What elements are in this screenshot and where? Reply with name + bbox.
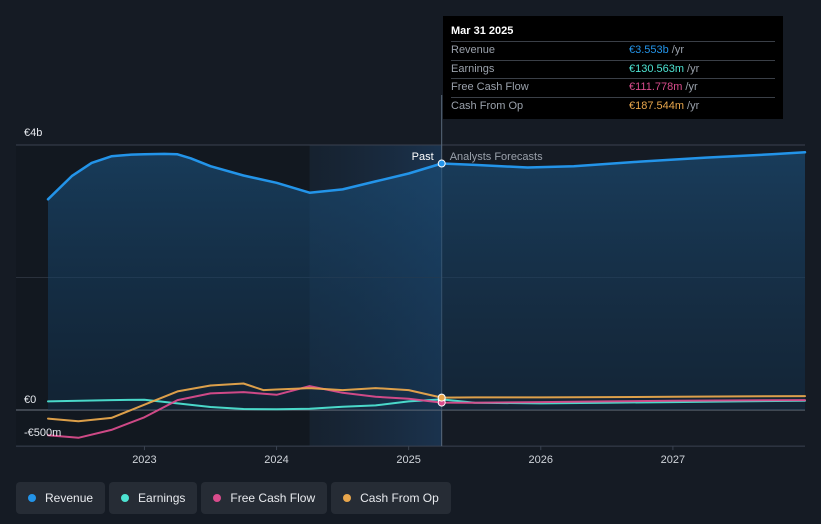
tooltip-row-label: Revenue xyxy=(451,44,496,56)
x-tick-label: 2024 xyxy=(264,454,288,466)
tooltip-row-label: Free Cash Flow xyxy=(451,81,529,93)
series-line-cash-from-op xyxy=(47,382,806,423)
tooltip: Mar 31 2025 Revenue €3.553b /yr Earnings… xyxy=(443,16,783,119)
tooltip-row-unit: /yr xyxy=(687,62,700,75)
series-line-free-cash-flow xyxy=(47,385,806,439)
marker-revenue xyxy=(437,159,446,168)
tooltip-row-label: Cash From Op xyxy=(451,99,524,112)
tooltip-row-label: Earnings xyxy=(451,62,495,75)
legend-dot-icon xyxy=(28,494,36,502)
y-tick-label: €4b xyxy=(24,127,42,139)
x-tick-label: 2026 xyxy=(529,454,553,466)
chart: €4b €0 -€500m 2023 2024 2025 2026 2027 Past Analy… xyxy=(16,95,807,466)
legend-item-cash-from-op[interactable]: Cash From Op xyxy=(331,482,451,514)
revenue-area xyxy=(48,152,805,411)
tooltip-row-unit: /yr xyxy=(687,99,700,112)
tooltip-date: Mar 31 2025 xyxy=(451,25,514,37)
series-line-revenue xyxy=(46,151,807,201)
legend-dot-icon xyxy=(121,494,130,502)
x-tick-label: 2025 xyxy=(396,454,420,466)
tooltip-row-earnings: Earnings €130.563m /yr xyxy=(451,59,775,79)
tooltip-row-free-cash-flow: Free Cash Flow €111.778m /yr xyxy=(451,78,775,97)
legend-item-free-cash-flow[interactable]: Free Cash Flow xyxy=(201,482,328,514)
tooltip-row-value: €187.544m xyxy=(629,99,685,112)
marker-cash-from-op xyxy=(437,393,446,402)
y-tick-label: €0 xyxy=(24,394,36,406)
legend-label: Earnings xyxy=(138,491,186,505)
legend-dot-icon xyxy=(343,494,352,502)
tooltip-row-revenue: Revenue €3.553b /yr xyxy=(451,41,775,60)
x-tick-label: 2023 xyxy=(132,454,156,466)
tooltip-row-unit: /yr xyxy=(685,81,698,93)
legend-item-earnings[interactable]: Earnings xyxy=(109,482,198,514)
tooltip-row-value: €130.563m xyxy=(629,62,685,75)
legend-label: Free Cash Flow xyxy=(230,491,316,505)
tooltip-row-cash-from-op: Cash From Op €187.544m /yr xyxy=(451,96,775,116)
legend-label: Cash From Op xyxy=(360,491,439,505)
y-tick-label: -€500m xyxy=(24,427,61,439)
x-tick-label: 2027 xyxy=(661,454,685,466)
legend-label: Revenue xyxy=(45,491,94,505)
legend-item-revenue[interactable]: Revenue xyxy=(16,482,106,514)
tooltip-row-unit: /yr xyxy=(671,44,684,56)
tooltip-row-value: €3.553b xyxy=(629,44,669,56)
legend: Revenue Earnings Free Cash Flow Cash Fro… xyxy=(16,482,451,514)
tooltip-row-value: €111.778m xyxy=(629,81,683,93)
forecast-label: Analysts Forecasts xyxy=(450,151,543,163)
past-label: Past xyxy=(412,151,434,163)
legend-dot-icon xyxy=(213,494,222,502)
